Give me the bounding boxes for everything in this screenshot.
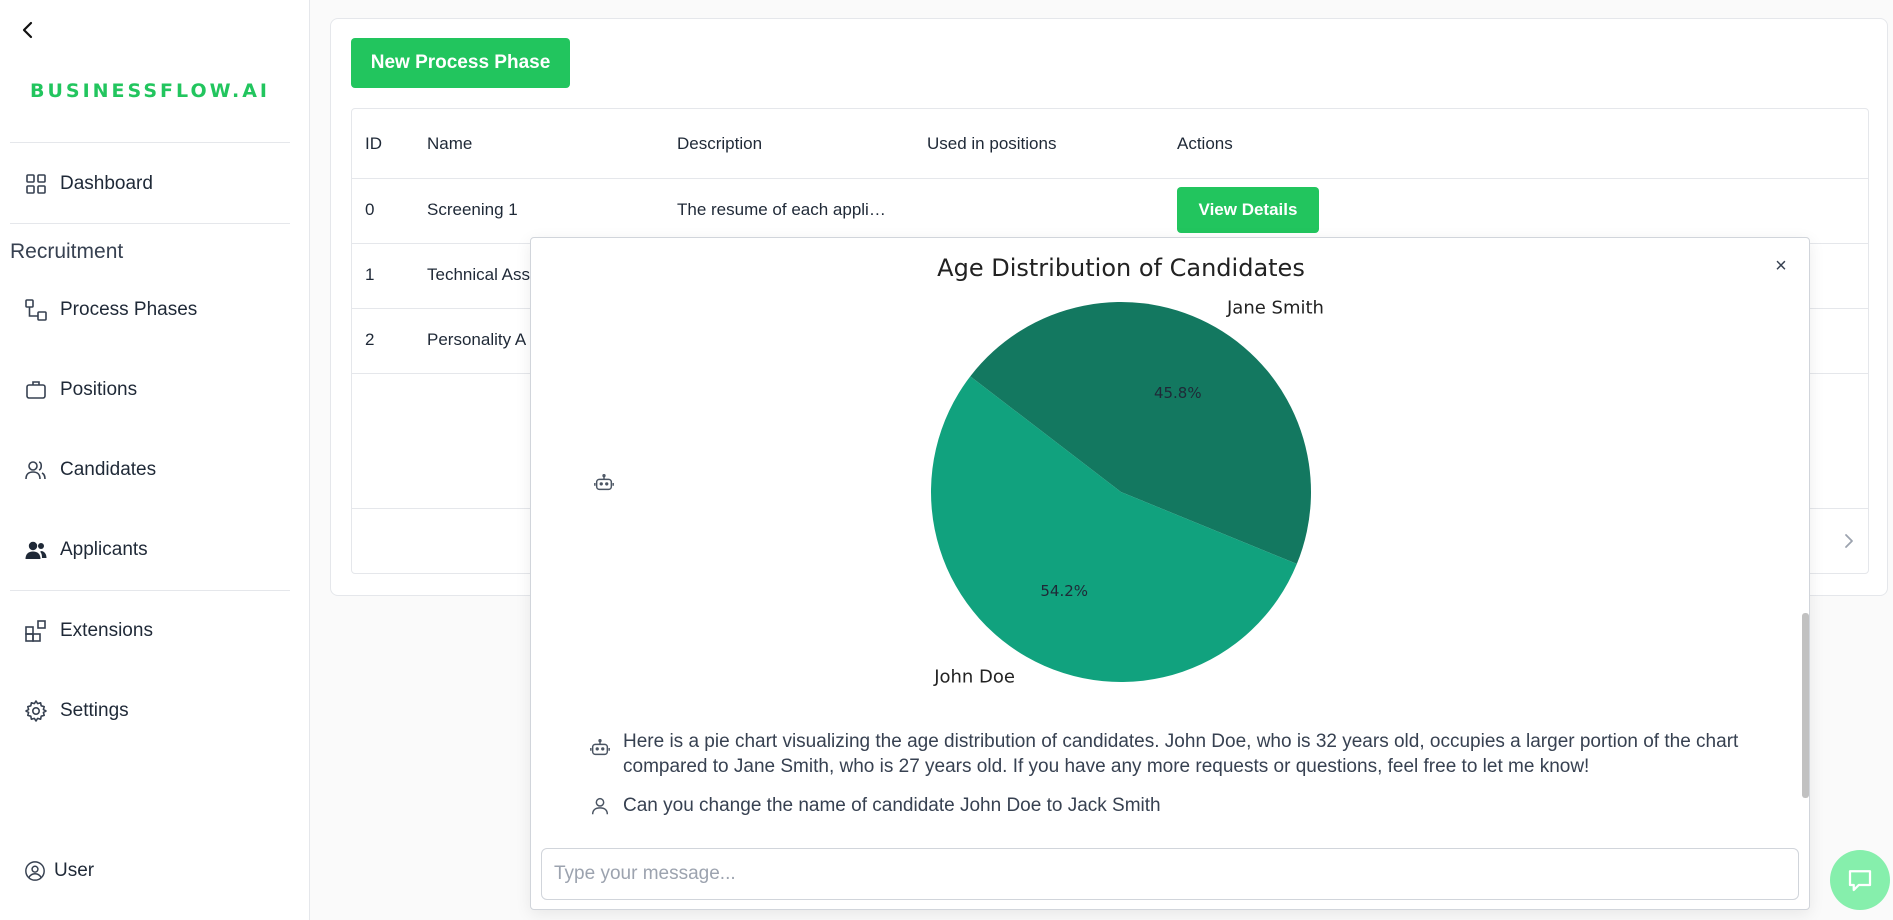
cell-name: Personality A: [427, 330, 527, 349]
nav-applicants-label: Applicants: [60, 539, 148, 560]
user-message-text: Can you change the name of candidate Joh…: [623, 795, 1161, 816]
column-header-name: Name: [427, 134, 473, 153]
process-icon: [25, 299, 47, 321]
nav-applicants[interactable]: Applicants: [24, 532, 148, 568]
new-process-phase-button[interactable]: New Process Phase: [351, 38, 570, 88]
gear-icon: [25, 700, 47, 722]
chart-title: Age Distribution of Candidates: [937, 254, 1305, 282]
briefcase-icon: [26, 381, 46, 399]
pie-percent-label: 45.8%: [1154, 384, 1202, 402]
scrollbar-thumb[interactable]: [1802, 613, 1809, 798]
nav-user-label: User: [54, 860, 95, 881]
nav-extensions[interactable]: Extensions: [24, 613, 153, 649]
nav-candidates[interactable]: Candidates: [24, 452, 156, 488]
user-message: Can you change the name of candidate Joh…: [589, 793, 1779, 818]
cell-description: The resume of each appli…: [677, 200, 886, 219]
row-divider: [352, 178, 1868, 179]
chat-message-input[interactable]: [541, 848, 1799, 900]
robot-icon: [593, 472, 615, 494]
cell-id: 1: [365, 265, 375, 284]
grid-icon: [26, 174, 46, 194]
pie-percent-label: 54.2%: [1040, 582, 1088, 600]
users-icon: [25, 461, 46, 480]
pie-category-label: John Doe: [933, 667, 1015, 688]
column-header-description: Description: [677, 134, 763, 153]
cell-name: Technical Ass: [427, 265, 530, 284]
nav-positions[interactable]: Positions: [24, 372, 137, 408]
user-circle-icon: [25, 861, 45, 881]
assistant-message: Here is a pie chart visualizing the age …: [589, 729, 1779, 779]
assistant-message-text: Here is a pie chart visualizing the age …: [623, 731, 1739, 777]
divider: [10, 142, 290, 143]
column-header-actions: Actions: [1177, 134, 1233, 153]
nav-positions-label: Positions: [60, 379, 138, 400]
nav-settings[interactable]: Settings: [24, 693, 129, 729]
users-filled-icon: [25, 541, 47, 559]
column-header-used: Used in positions: [927, 134, 1057, 153]
nav-process-phases-label: Process Phases: [60, 299, 198, 320]
extensions-icon: [25, 620, 46, 642]
pie-slice-jane-smith: [970, 302, 1311, 564]
chat-modal: × Age Distribution of Candidates 45.8% Ja…: [530, 237, 1810, 910]
cell-id: 2: [365, 330, 375, 349]
app-logo: BUSINESSFLOW.AI: [29, 80, 271, 102]
nav-user[interactable]: User: [24, 853, 94, 889]
cell-id: 0: [365, 200, 375, 219]
section-recruitment: Recruitment: [10, 240, 124, 263]
sidebar: BUSINESSFLOW.AI Dashboard Recruitment Pr…: [0, 0, 310, 920]
nav-dashboard[interactable]: Dashboard: [24, 166, 153, 202]
pie-slice-john-doe: [930, 376, 1297, 683]
chevron-right-icon[interactable]: [1839, 531, 1859, 551]
pie-category-label: Jane Smith: [1226, 297, 1324, 318]
age-pie-chart: Age Distribution of Candidates 45.8% Jane…: [911, 248, 1331, 688]
cell-name: Screening 1: [427, 200, 518, 219]
user-icon: [591, 797, 609, 815]
column-header-id: ID: [365, 134, 382, 153]
back-arrow-icon[interactable]: [14, 16, 42, 44]
nav-candidates-label: Candidates: [60, 459, 157, 480]
chat-toggle-button[interactable]: [1830, 850, 1890, 910]
chat-bubble-icon: [1848, 870, 1872, 892]
view-details-button[interactable]: View Details: [1177, 187, 1319, 233]
nav-extensions-label: Extensions: [60, 620, 153, 641]
robot-icon: [590, 739, 610, 756]
nav-dashboard-label: Dashboard: [60, 173, 153, 194]
nav-process-phases[interactable]: Process Phases: [24, 292, 197, 328]
divider: [10, 223, 290, 224]
close-icon[interactable]: ×: [1775, 255, 1787, 277]
nav-settings-label: Settings: [60, 700, 129, 721]
divider: [10, 590, 290, 591]
